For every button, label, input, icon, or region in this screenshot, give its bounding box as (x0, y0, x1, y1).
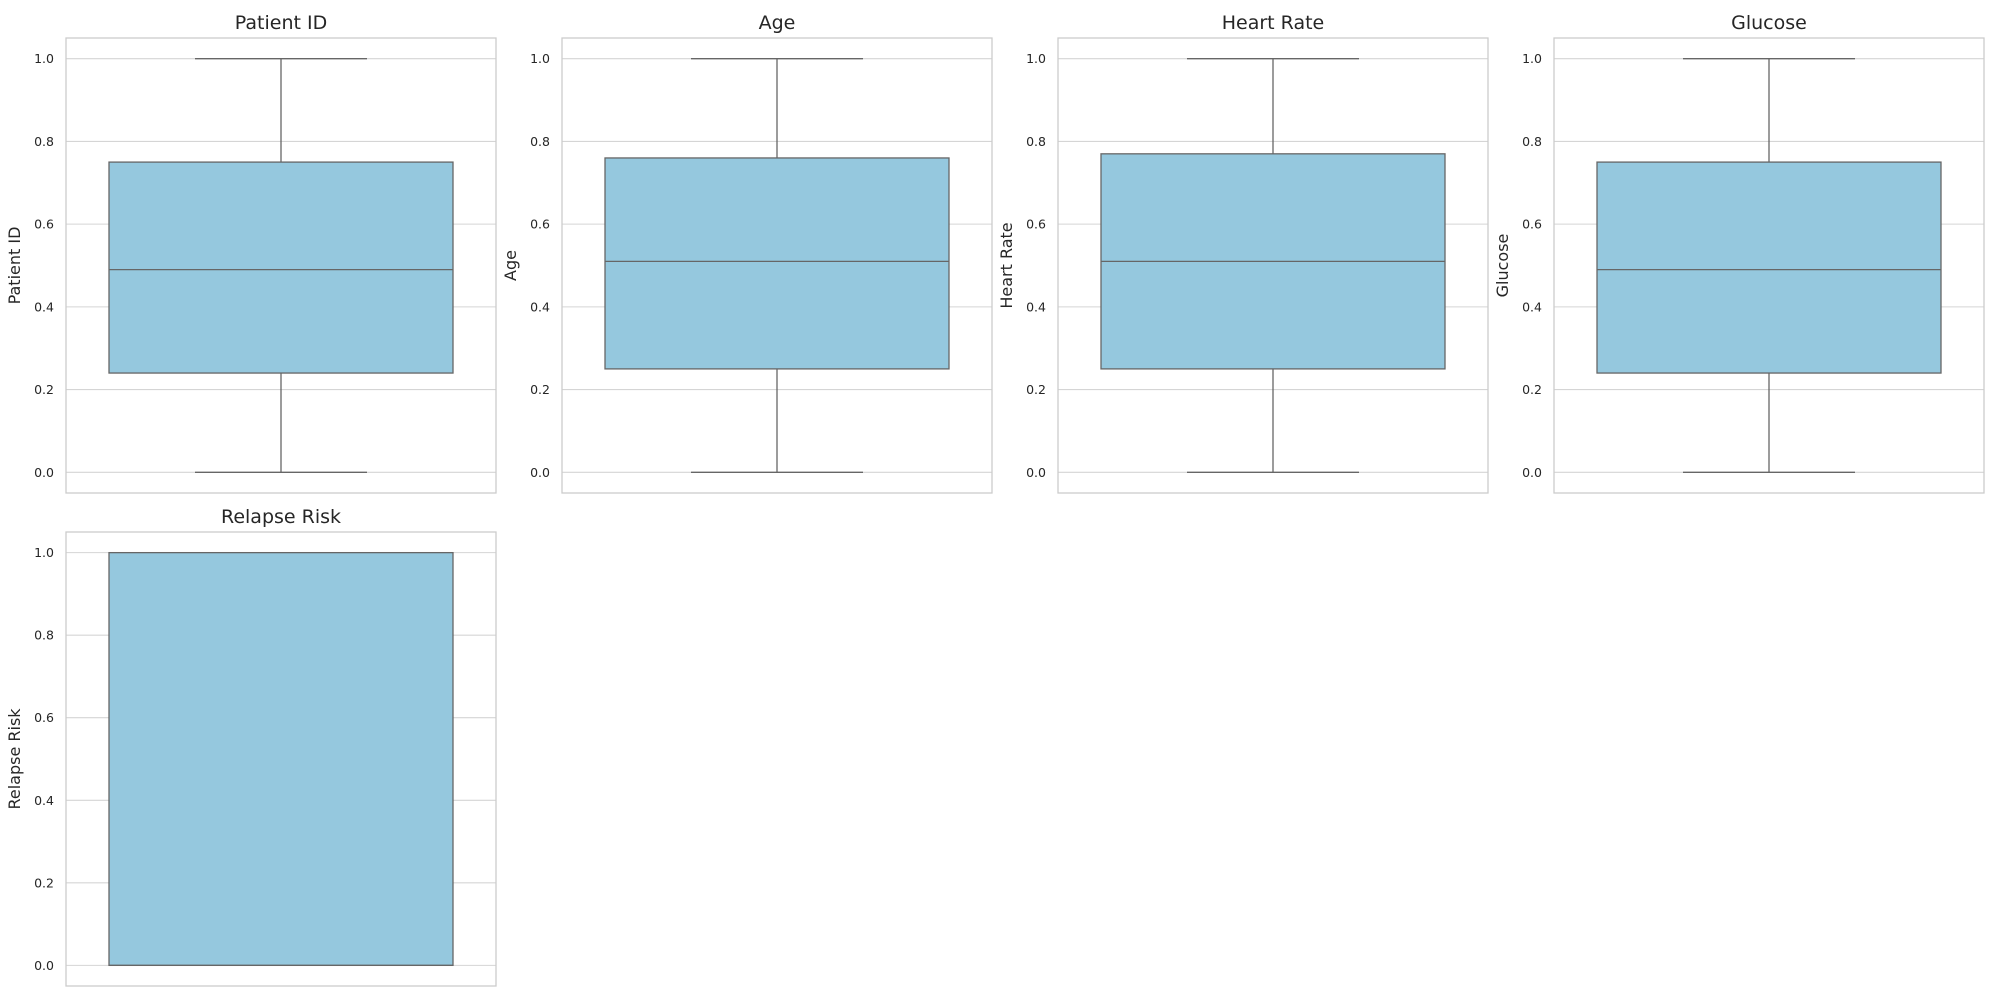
y-tick-label: 1.0 (530, 51, 550, 66)
y-axis-label: Relapse Risk (5, 708, 24, 810)
y-tick-label: 0.8 (1522, 134, 1542, 149)
panel-title: Heart Rate (1222, 12, 1325, 34)
y-tick-label: 0.4 (1522, 299, 1542, 314)
y-tick-label: 0.8 (34, 628, 54, 643)
y-tick-label: 0.2 (530, 382, 550, 397)
y-tick-label: 0.0 (34, 958, 54, 973)
y-tick-label: 0.2 (34, 382, 54, 397)
y-tick-label: 1.0 (34, 51, 54, 66)
axes-frame (561, 37, 993, 494)
y-axis-label: Patient ID (5, 227, 24, 305)
y-tick-label: 0.0 (34, 465, 54, 480)
y-tick-label: 0.8 (1026, 134, 1046, 149)
y-tick-label: 0.2 (34, 875, 54, 890)
axes-frame (1057, 37, 1489, 494)
y-tick-label: 0.0 (530, 465, 550, 480)
axes-frame (1553, 37, 1985, 494)
axes-frame (65, 37, 497, 494)
y-tick-label: 1.0 (1026, 51, 1046, 66)
y-tick-label: 0.4 (34, 299, 54, 314)
iqr-box (1596, 161, 1942, 374)
panel-title: Glucose (1731, 12, 1807, 34)
y-axis-label: Glucose (1493, 234, 1512, 298)
y-tick-label: 0.4 (530, 299, 550, 314)
y-tick-label: 0.0 (1026, 465, 1046, 480)
iqr-box (604, 157, 950, 370)
axes-frame (65, 531, 497, 987)
y-tick-label: 0.4 (34, 793, 54, 808)
panel-title: Patient ID (235, 12, 327, 34)
y-tick-label: 0.6 (34, 217, 54, 232)
y-tick-label: 0.6 (34, 710, 54, 725)
y-tick-label: 1.0 (34, 545, 54, 560)
y-tick-label: 0.6 (1026, 217, 1046, 232)
y-tick-label: 0.6 (530, 217, 550, 232)
panel-title: Age (759, 12, 796, 34)
y-tick-label: 0.0 (1522, 465, 1542, 480)
panel-title: Relapse Risk (221, 506, 341, 528)
y-tick-label: 0.2 (1522, 382, 1542, 397)
iqr-box (108, 161, 454, 374)
y-tick-label: 0.4 (1026, 299, 1046, 314)
y-tick-label: 1.0 (1522, 51, 1542, 66)
y-tick-label: 0.8 (34, 134, 54, 149)
y-tick-label: 0.8 (530, 134, 550, 149)
y-axis-label: Heart Rate (997, 222, 1016, 308)
y-tick-label: 0.2 (1026, 382, 1046, 397)
y-tick-label: 0.6 (1522, 217, 1542, 232)
iqr-box (108, 551, 454, 967)
y-axis-label: Age (501, 250, 520, 281)
